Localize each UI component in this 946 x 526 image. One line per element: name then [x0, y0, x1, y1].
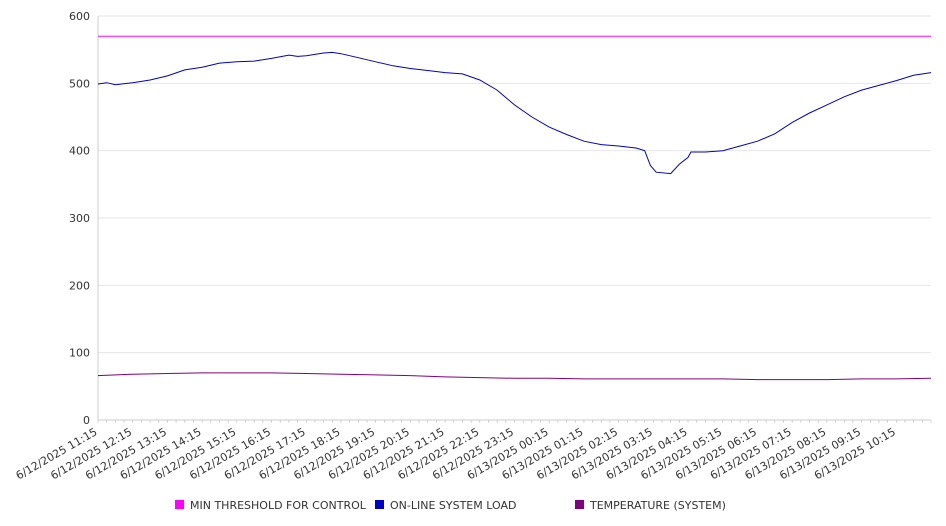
- legend-swatch-1: [175, 500, 184, 509]
- axes: [97, 16, 932, 423]
- series-line-2: [97, 51, 932, 175]
- series-line-3: [97, 372, 932, 381]
- legend-label-3: TEMPERATURE (SYSTEM): [589, 499, 726, 512]
- y-tick-labels: 0 100 200 300 400 500 600: [69, 10, 90, 427]
- y-tick-label: 100: [69, 347, 90, 360]
- y-tick-label: 600: [69, 10, 90, 23]
- legend-label-1: MIN THRESHOLD FOR CONTROL: [190, 499, 367, 512]
- y-tick-label: 0: [83, 414, 90, 427]
- y-tick-label: 300: [69, 212, 90, 225]
- legend-swatch-2: [375, 500, 384, 509]
- legend-swatch-3: [575, 500, 584, 509]
- legend: MIN THRESHOLD FOR CONTROL ON-LINE SYSTEM …: [175, 499, 726, 512]
- grid-lines: [98, 15, 931, 354]
- y-tick-label: 400: [69, 145, 90, 158]
- legend-label-2: ON-LINE SYSTEM LOAD: [390, 499, 516, 512]
- x-tick-labels: 6/12/2025 11:156/12/2025 12:156/12/2025 …: [14, 425, 898, 482]
- series-lines: [97, 35, 932, 381]
- y-tick-label: 200: [69, 279, 90, 292]
- y-tick-label: 500: [69, 77, 90, 90]
